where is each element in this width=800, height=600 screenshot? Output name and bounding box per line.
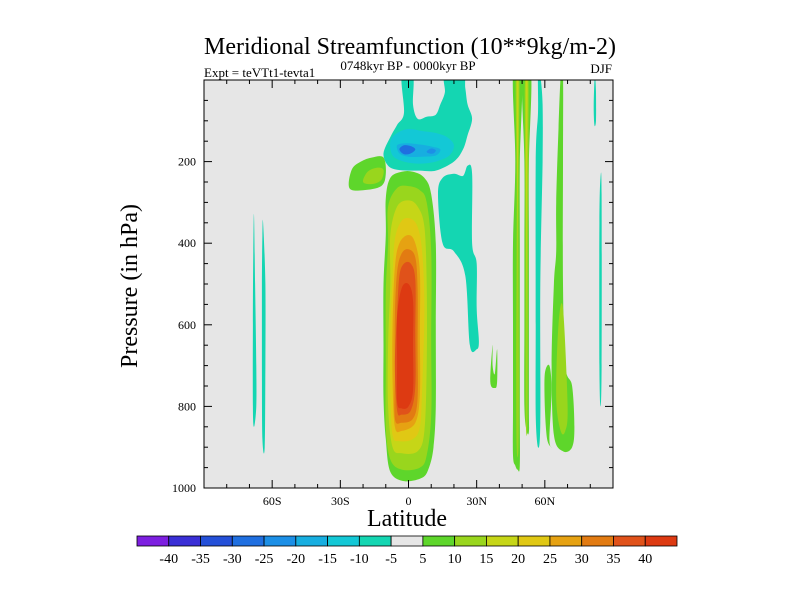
contour-nh-sliver-30: [599, 172, 602, 407]
colorbar-tick-label: -30: [223, 552, 242, 567]
colorbar-tick-label: 15: [479, 552, 493, 567]
y-tick-label: 200: [178, 155, 196, 169]
colorbar-tick-label: -5: [385, 552, 397, 567]
colorbar-tick-label: 40: [638, 552, 652, 567]
colorbar-swatch: [390, 535, 424, 547]
colorbar-tick-label: -40: [159, 552, 178, 567]
y-tick-label: 600: [178, 318, 196, 332]
period-label: 0748kyr BP - 0000kyr BP: [340, 58, 475, 73]
y-tick-label: 1000: [172, 481, 196, 495]
x-tick-label: 30S: [331, 494, 350, 508]
colorbar-tick-label: 20: [511, 552, 525, 567]
x-tick-label: 30N: [466, 494, 487, 508]
colorbar-tick-label: -15: [318, 552, 337, 567]
x-tick-label: 60N: [534, 494, 555, 508]
colorbar-tick-label: 10: [448, 552, 462, 567]
x-tick-label: 0: [406, 494, 412, 508]
contour-nh-sliver-29: [593, 80, 597, 127]
chart-title: Meridional Streamfunction (10**9kg/m-2): [204, 34, 616, 60]
colorbar-swatch: [422, 535, 456, 547]
contour-sh-column-15: [438, 164, 479, 353]
colorbar-swatch: [517, 535, 551, 547]
colorbar-swatch: [486, 535, 519, 547]
contour-sh-column-16: [490, 344, 498, 389]
colorbar: -40 -35 -30 -25 -20 -15 -10 -5 5 10 15 20 25 30 35 40: [136, 535, 678, 567]
contour-upper-negative-13: [399, 145, 416, 155]
colorbar-swatch: [231, 535, 265, 547]
colorbar-swatch: [327, 535, 360, 547]
colorbar-swatch: [549, 535, 583, 547]
contour-sh-sliver-27: [252, 213, 257, 427]
y-tick-label: 400: [178, 236, 196, 250]
contour-jet-column-22: [525, 80, 528, 325]
colorbar-tick-label: 25: [543, 552, 557, 567]
contour-sh-sliver-28: [261, 219, 266, 454]
plot-frame: [203, 79, 614, 489]
contour-layer: [252, 80, 602, 482]
colorbar-swatch: [136, 535, 170, 547]
colorbar-tick-label: 30: [575, 552, 589, 567]
contour-upper-negative-14: [426, 148, 436, 154]
axes-layer: 60S 30S 0 30N 60N 200 400 600 800 1000: [172, 80, 613, 508]
experiment-label: Expt = teVTt1-tevta1: [204, 65, 315, 80]
colorbar-tick-label: 5: [419, 552, 426, 567]
x-axis-label: Latitude: [367, 506, 447, 532]
colorbar-swatch: [295, 535, 328, 547]
contour-jet-column-21: [516, 80, 519, 325]
contour-nh-column-26: [556, 303, 568, 435]
season-label: DJF: [590, 61, 612, 76]
x-tick-label: 60S: [263, 494, 282, 508]
contour-upper-tongue-9: [362, 167, 384, 185]
colorbar-swatch: [454, 535, 487, 547]
colorbar-swatch: [613, 535, 646, 547]
y-tick-label: 800: [178, 399, 196, 413]
y-axis-label: Pressure (in hPa): [117, 204, 143, 368]
colorbar-tick-label: -35: [191, 552, 210, 567]
colorbar-tick-label: -10: [350, 552, 369, 567]
colorbar-swatch: [358, 535, 392, 547]
colorbar-swatch: [168, 535, 201, 547]
contour-nh-column-23: [535, 80, 543, 448]
colorbar-swatch: [581, 535, 614, 547]
colorbar-tick-label: 35: [606, 552, 620, 567]
colorbar-tick-label: -25: [255, 552, 274, 567]
colorbar-swatch: [263, 535, 297, 547]
colorbar-swatch: [644, 535, 678, 547]
contour-main-cell-7: [396, 282, 414, 409]
contour-nh-column-24: [544, 364, 552, 448]
colorbar-tick-label: -20: [286, 552, 305, 567]
colorbar-swatch: [200, 535, 233, 547]
